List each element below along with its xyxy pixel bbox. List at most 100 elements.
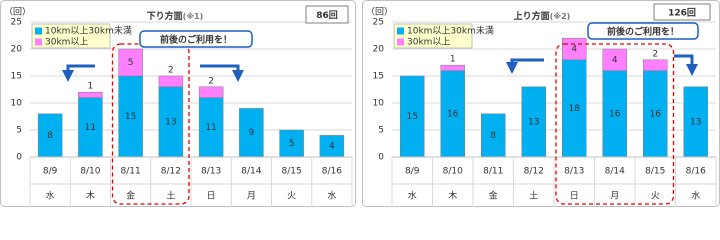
chart-title: 上り方面(※2) [514, 10, 571, 22]
total-label: 126回 [668, 8, 696, 19]
legend-swatch [35, 38, 42, 46]
y-tick-label: 5 [16, 126, 22, 136]
value-label: 16 [447, 109, 459, 119]
bar-segment [78, 91, 103, 98]
legend-swatch [397, 38, 404, 46]
weekday-label: 木 [448, 190, 457, 202]
y-axis-label: （回） [366, 7, 393, 18]
weekday-label: 水 [327, 190, 336, 202]
value-label: 16 [609, 109, 621, 119]
value-label: 4 [571, 45, 577, 55]
y-tick-label: 20 [373, 45, 385, 55]
value-label: 13 [165, 117, 176, 127]
arrow [506, 58, 544, 74]
y-tick-label: 25 [373, 18, 384, 28]
bar-segment [400, 75, 425, 158]
x-tick-label: 8/16 [322, 167, 342, 177]
bar-segment [683, 86, 708, 158]
x-tick-label: 8/12 [524, 167, 544, 177]
value-label: 1 [450, 55, 456, 65]
x-tick-label: 8/14 [241, 167, 261, 177]
x-tick-label: 8/12 [161, 167, 181, 177]
value-label: 2 [208, 76, 214, 86]
x-tick-label: 8/10 [443, 167, 463, 177]
weekday-label: 土 [529, 190, 538, 202]
bar-segment [602, 70, 627, 158]
total-box [653, 3, 711, 21]
bar-segment [158, 75, 184, 88]
title-main: 上り方面 [514, 10, 550, 22]
value-label: 15 [407, 112, 418, 122]
weekday-label: 水 [691, 190, 700, 202]
chart-title: 下り方面(※1) [147, 10, 204, 22]
weekday-label: 日 [570, 191, 579, 202]
bar-segment [198, 86, 224, 98]
page: 0 5 10 15 20 25 （回） 下り方面(※1) 86回 8 11 15 13 11 9 5 4 1 5 2 2… [0, 0, 720, 207]
bar-segment [643, 70, 668, 158]
weekday-label: 金 [489, 190, 498, 202]
x-tick-label: 8/11 [483, 167, 503, 177]
weekday-label: 土 [166, 190, 175, 202]
value-label: 13 [528, 117, 539, 127]
value-label: 13 [690, 117, 701, 127]
bar-segment [643, 59, 668, 71]
value-label: 11 [205, 123, 216, 133]
weekday-label: 月 [247, 191, 256, 202]
bar-segment [440, 70, 465, 158]
x-tick-label: 8/14 [605, 167, 625, 177]
callout-text: 前後のご利用を！ [607, 26, 679, 38]
value-label: 16 [650, 109, 662, 119]
y-tick-label: 15 [11, 72, 22, 82]
value-label: 1 [88, 82, 94, 92]
bar-segment [440, 64, 465, 71]
arrow [62, 64, 95, 82]
x-tick-label: 8/15 [645, 167, 665, 177]
weekday-label: 木 [86, 190, 95, 202]
title-note: (※2) [550, 11, 571, 21]
weekday-label: 月 [610, 191, 619, 202]
value-label: 8 [490, 131, 496, 141]
legend-box [31, 23, 111, 49]
total-box [305, 5, 349, 24]
value-label: 8 [47, 131, 53, 141]
weekday-label: 金 [126, 190, 135, 202]
y-tick-label: 20 [11, 45, 23, 55]
x-tick-label: 8/11 [121, 167, 141, 177]
value-label: 4 [612, 55, 618, 65]
bar-segment [37, 113, 63, 158]
y-tick-label: 5 [378, 126, 384, 136]
weekday-label: 火 [651, 191, 660, 202]
value-label: 5 [289, 139, 295, 149]
value-label: 9 [249, 128, 255, 138]
weekday-label: 日 [207, 191, 216, 202]
arrow [674, 54, 698, 76]
highlight-box [555, 43, 675, 205]
legend-swatch [35, 27, 42, 35]
value-label: 15 [125, 112, 136, 122]
callout-box [587, 22, 699, 40]
y-tick-label: 0 [16, 153, 22, 163]
legend-swatch [397, 27, 404, 35]
x-tick-label: 8/13 [564, 167, 584, 177]
value-label: 11 [85, 123, 96, 133]
y-tick-label: 10 [373, 99, 385, 109]
title-note: (※1) [183, 11, 204, 21]
legend-box [393, 23, 473, 49]
title-main: 下り方面 [147, 10, 183, 22]
x-tick-label: 8/15 [282, 167, 302, 177]
y-axis-label: （回） [4, 7, 31, 18]
arrow [200, 64, 244, 82]
value-label: 2 [652, 49, 658, 59]
legend-label: 30km以上 [407, 37, 450, 48]
weekday-label: 水 [46, 190, 55, 202]
callout-text: 前後のご利用を！ [160, 34, 232, 46]
bar-segment [562, 59, 587, 158]
weekday-label: 水 [408, 190, 417, 202]
legend-label: 30km以上 [45, 37, 88, 48]
legend-label: 10km以上30km未満 [45, 25, 132, 37]
weekday-label: 火 [287, 191, 296, 202]
value-label: 2 [168, 66, 174, 76]
legend-label: 10km以上30km未満 [407, 25, 494, 37]
